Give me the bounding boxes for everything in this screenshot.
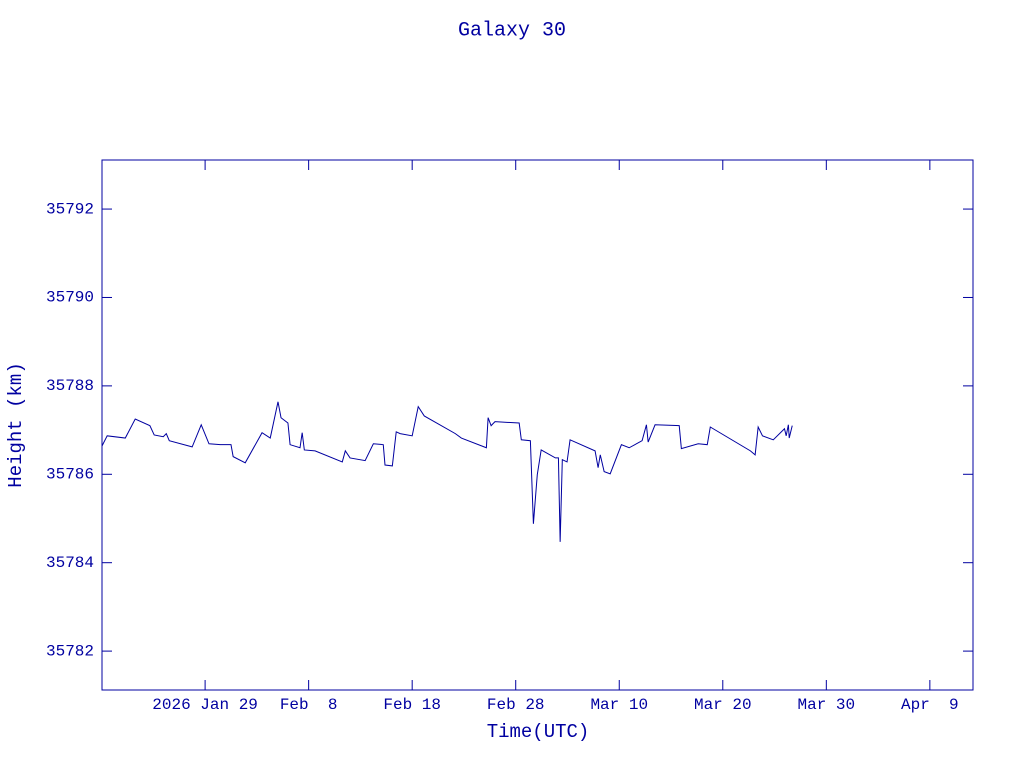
y-tick-label: 35786 bbox=[46, 466, 94, 484]
x-tick-label: Feb 28 bbox=[487, 696, 545, 714]
x-tick-label: 2026 Jan 29 bbox=[152, 696, 258, 714]
y-tick-label: 35784 bbox=[46, 554, 94, 572]
x-tick-label: Mar 30 bbox=[798, 696, 856, 714]
x-tick-label: Feb 8 bbox=[280, 696, 338, 714]
chart-title: Galaxy 30 bbox=[458, 19, 566, 42]
y-tick-label: 35782 bbox=[46, 642, 94, 660]
y-tick-label: 35792 bbox=[46, 200, 94, 218]
y-axis-label: Height (km) bbox=[5, 362, 27, 487]
x-tick-label: Feb 18 bbox=[383, 696, 441, 714]
x-axis-label: Time(UTC) bbox=[487, 721, 590, 743]
y-tick-label: 35790 bbox=[46, 289, 94, 307]
y-tick-label: 35788 bbox=[46, 377, 94, 395]
plot-frame bbox=[101, 159, 974, 691]
x-tick-label: Mar 10 bbox=[590, 696, 648, 714]
x-tick-label: Apr 9 bbox=[901, 696, 959, 714]
x-tick-label: Mar 20 bbox=[694, 696, 752, 714]
data-line bbox=[101, 401, 793, 542]
